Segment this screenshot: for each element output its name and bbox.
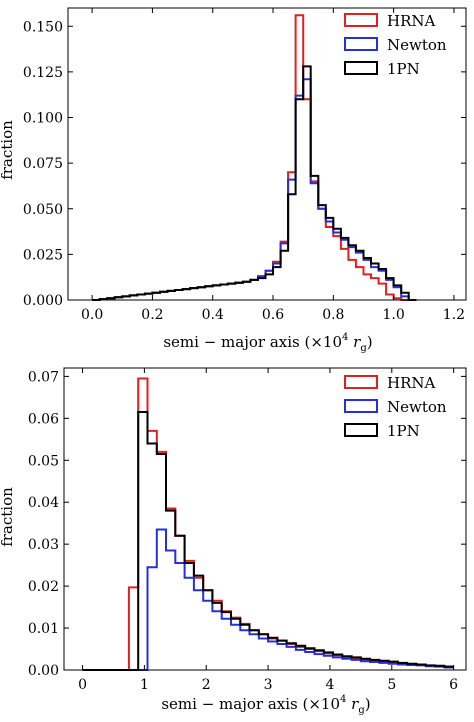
bottom-y-axis-label: fraction bbox=[0, 487, 16, 547]
top-x-tick-label: 0.6 bbox=[262, 307, 284, 323]
bottom-series-1pn-line bbox=[82, 411, 454, 671]
top-y-tick-label: 0.000 bbox=[23, 293, 63, 309]
top-x-tick-label: 0.8 bbox=[322, 307, 344, 323]
bottom-legend-label-newton: Newton bbox=[387, 398, 447, 416]
top-y-tick-label: 0.075 bbox=[23, 156, 63, 172]
bottom-series-newton-line bbox=[82, 528, 454, 671]
top-x-tick-label: 0.4 bbox=[202, 307, 224, 323]
top-y-tick-label: 0.050 bbox=[23, 202, 63, 218]
bottom-legend-swatch-hrna bbox=[344, 375, 378, 389]
bottom-y-tick-label: 0.00 bbox=[28, 663, 59, 679]
top-plot-frame bbox=[67, 7, 467, 301]
bottom-y-tick-label: 0.04 bbox=[28, 495, 59, 511]
top-legend-label-newton: Newton bbox=[387, 36, 447, 54]
bottom-x-tick-label: 2 bbox=[202, 677, 211, 693]
bottom-y-tick-label: 0.05 bbox=[28, 453, 59, 469]
top-series-newton-line bbox=[92, 78, 417, 301]
top-legend-swatch-hrna bbox=[344, 13, 378, 27]
bottom-plot-frame bbox=[63, 367, 467, 671]
top-x-tick-label: 1.0 bbox=[383, 307, 405, 323]
bottom-legend-swatch-newton bbox=[344, 399, 378, 413]
bottom-x-tick-label: 4 bbox=[325, 677, 334, 693]
top-legend-swatch-1pn bbox=[344, 61, 378, 75]
bottom-x-axis-label: semi − major axis (×104 rg) bbox=[161, 694, 370, 716]
bottom-y-tick-label: 0.07 bbox=[28, 369, 59, 385]
bottom-legend-label-hrna: HRNA bbox=[387, 374, 436, 392]
top-x-tick-label: 1.2 bbox=[443, 307, 465, 323]
bottom-x-tick-label: 0 bbox=[78, 677, 87, 693]
top-series-1pn-line bbox=[92, 65, 417, 301]
top-y-tick-label: 0.100 bbox=[23, 111, 63, 127]
top-histogram-chart: fraction semi − major axis (×104 rg) 0.0… bbox=[0, 7, 467, 354]
bottom-histogram-chart: fraction semi − major axis (×104 rg) 0 1 2… bbox=[0, 367, 467, 716]
bottom-y-tick-label: 0.03 bbox=[28, 537, 59, 553]
bottom-legend-label-1pn: 1PN bbox=[387, 422, 420, 440]
top-legend-label-1pn: 1PN bbox=[387, 60, 420, 78]
top-x-tick-label: 0.2 bbox=[141, 307, 163, 323]
bottom-y-tick-label: 0.06 bbox=[28, 411, 59, 427]
top-y-tick-label: 0.150 bbox=[23, 19, 63, 35]
top-x-tick-label: 0.0 bbox=[81, 307, 103, 323]
bottom-legend-swatch-1pn bbox=[344, 423, 378, 437]
bottom-y-tick-label: 0.01 bbox=[28, 621, 59, 637]
bottom-x-tick-label: 3 bbox=[264, 677, 273, 693]
top-y-tick-label: 0.025 bbox=[23, 247, 63, 263]
top-x-axis-label: semi − major axis (×104 rg) bbox=[163, 332, 372, 354]
bottom-x-tick-label: 6 bbox=[449, 677, 458, 693]
top-y-tick-label: 0.125 bbox=[23, 65, 63, 81]
bottom-y-tick-label: 0.02 bbox=[28, 579, 59, 595]
bottom-x-tick-label: 5 bbox=[387, 677, 396, 693]
top-y-axis-label: fraction bbox=[0, 120, 16, 180]
top-legend-swatch-newton bbox=[344, 37, 378, 51]
top-legend-label-hrna: HRNA bbox=[387, 12, 436, 30]
bottom-x-tick-label: 1 bbox=[140, 677, 149, 693]
